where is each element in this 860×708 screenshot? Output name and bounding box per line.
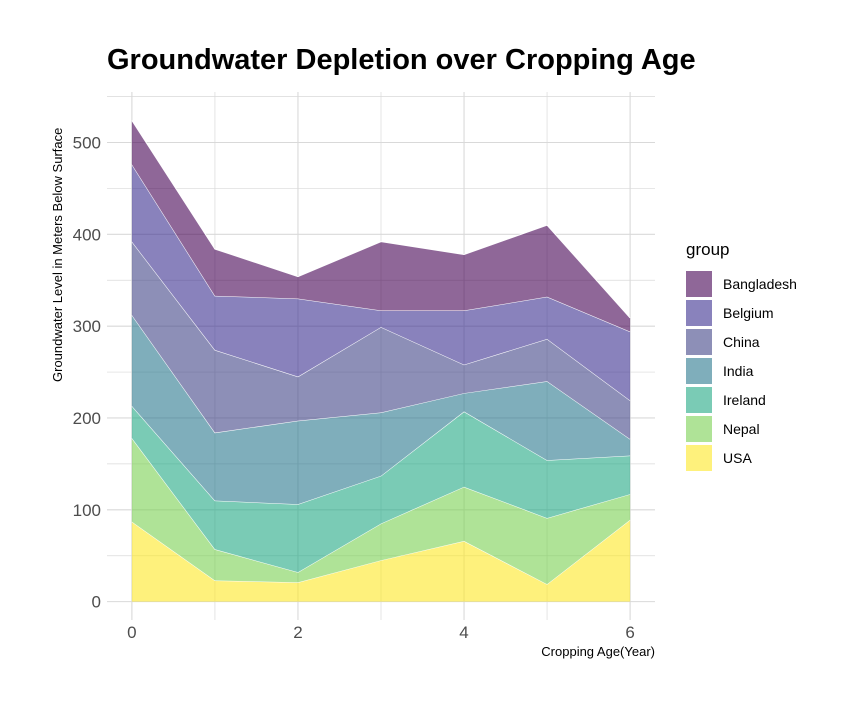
legend-label: Belgium (723, 304, 774, 321)
legend-label: China (723, 333, 760, 350)
legend-key (686, 386, 712, 413)
y-axis-title: Groundwater Level in Meters Below Surfac… (50, 128, 65, 382)
axis-ticks: 0 100 200 300 400 500 0 2 4 6 (73, 134, 635, 642)
legend-label: Nepal (723, 420, 760, 437)
area-belgium (131, 164, 631, 401)
legend-key (686, 415, 712, 442)
legend-item-belgium: Belgium (686, 298, 797, 327)
stacked-areas (131, 120, 631, 602)
legend-label: USA (723, 449, 752, 466)
x-tick-label: 0 (127, 623, 136, 642)
legend-key (686, 270, 712, 297)
y-tick-label: 300 (73, 317, 101, 336)
legend-label: India (723, 362, 754, 379)
area-china (131, 241, 631, 440)
legend-item-bangladesh: Bangladesh (686, 269, 797, 298)
area-edge-bangladesh (131, 120, 631, 319)
x-tick-label: 6 (625, 623, 634, 642)
y-tick-label: 400 (73, 225, 101, 244)
y-tick-label: 100 (73, 501, 101, 520)
area-india (131, 315, 631, 505)
legend-key (686, 357, 712, 384)
area-ireland (131, 406, 631, 573)
x-tick-label: 2 (293, 623, 302, 642)
x-tick-label: 4 (459, 623, 468, 642)
legend-item-india: India (686, 356, 797, 385)
legend-key (686, 299, 712, 326)
y-tick-label: 200 (73, 409, 101, 428)
legend-item-nepal: Nepal (686, 414, 797, 443)
x-axis-title: Cropping Age(Year) (541, 644, 655, 659)
legend-key (686, 328, 712, 355)
legend-item-china: China (686, 327, 797, 356)
legend-label: Bangladesh (723, 275, 797, 292)
legend-label: Ireland (723, 391, 766, 408)
y-tick-label: 500 (73, 134, 101, 153)
area-nepal (131, 438, 631, 585)
legend-item-ireland: Ireland (686, 385, 797, 414)
area-edge-nepal (131, 437, 631, 573)
legend: group Bangladesh Belgium China India Ireland… (686, 240, 797, 472)
area-bangladesh (131, 120, 631, 332)
y-tick-label: 0 (92, 593, 101, 612)
legend-title: group (686, 240, 730, 259)
chart-title: Groundwater Depletion over Cropping Age (107, 44, 696, 76)
legend-items: Bangladesh Belgium China India Ireland Nepal U… (686, 269, 797, 472)
legend-item-usa: USA (686, 443, 797, 472)
legend-key (686, 444, 712, 471)
